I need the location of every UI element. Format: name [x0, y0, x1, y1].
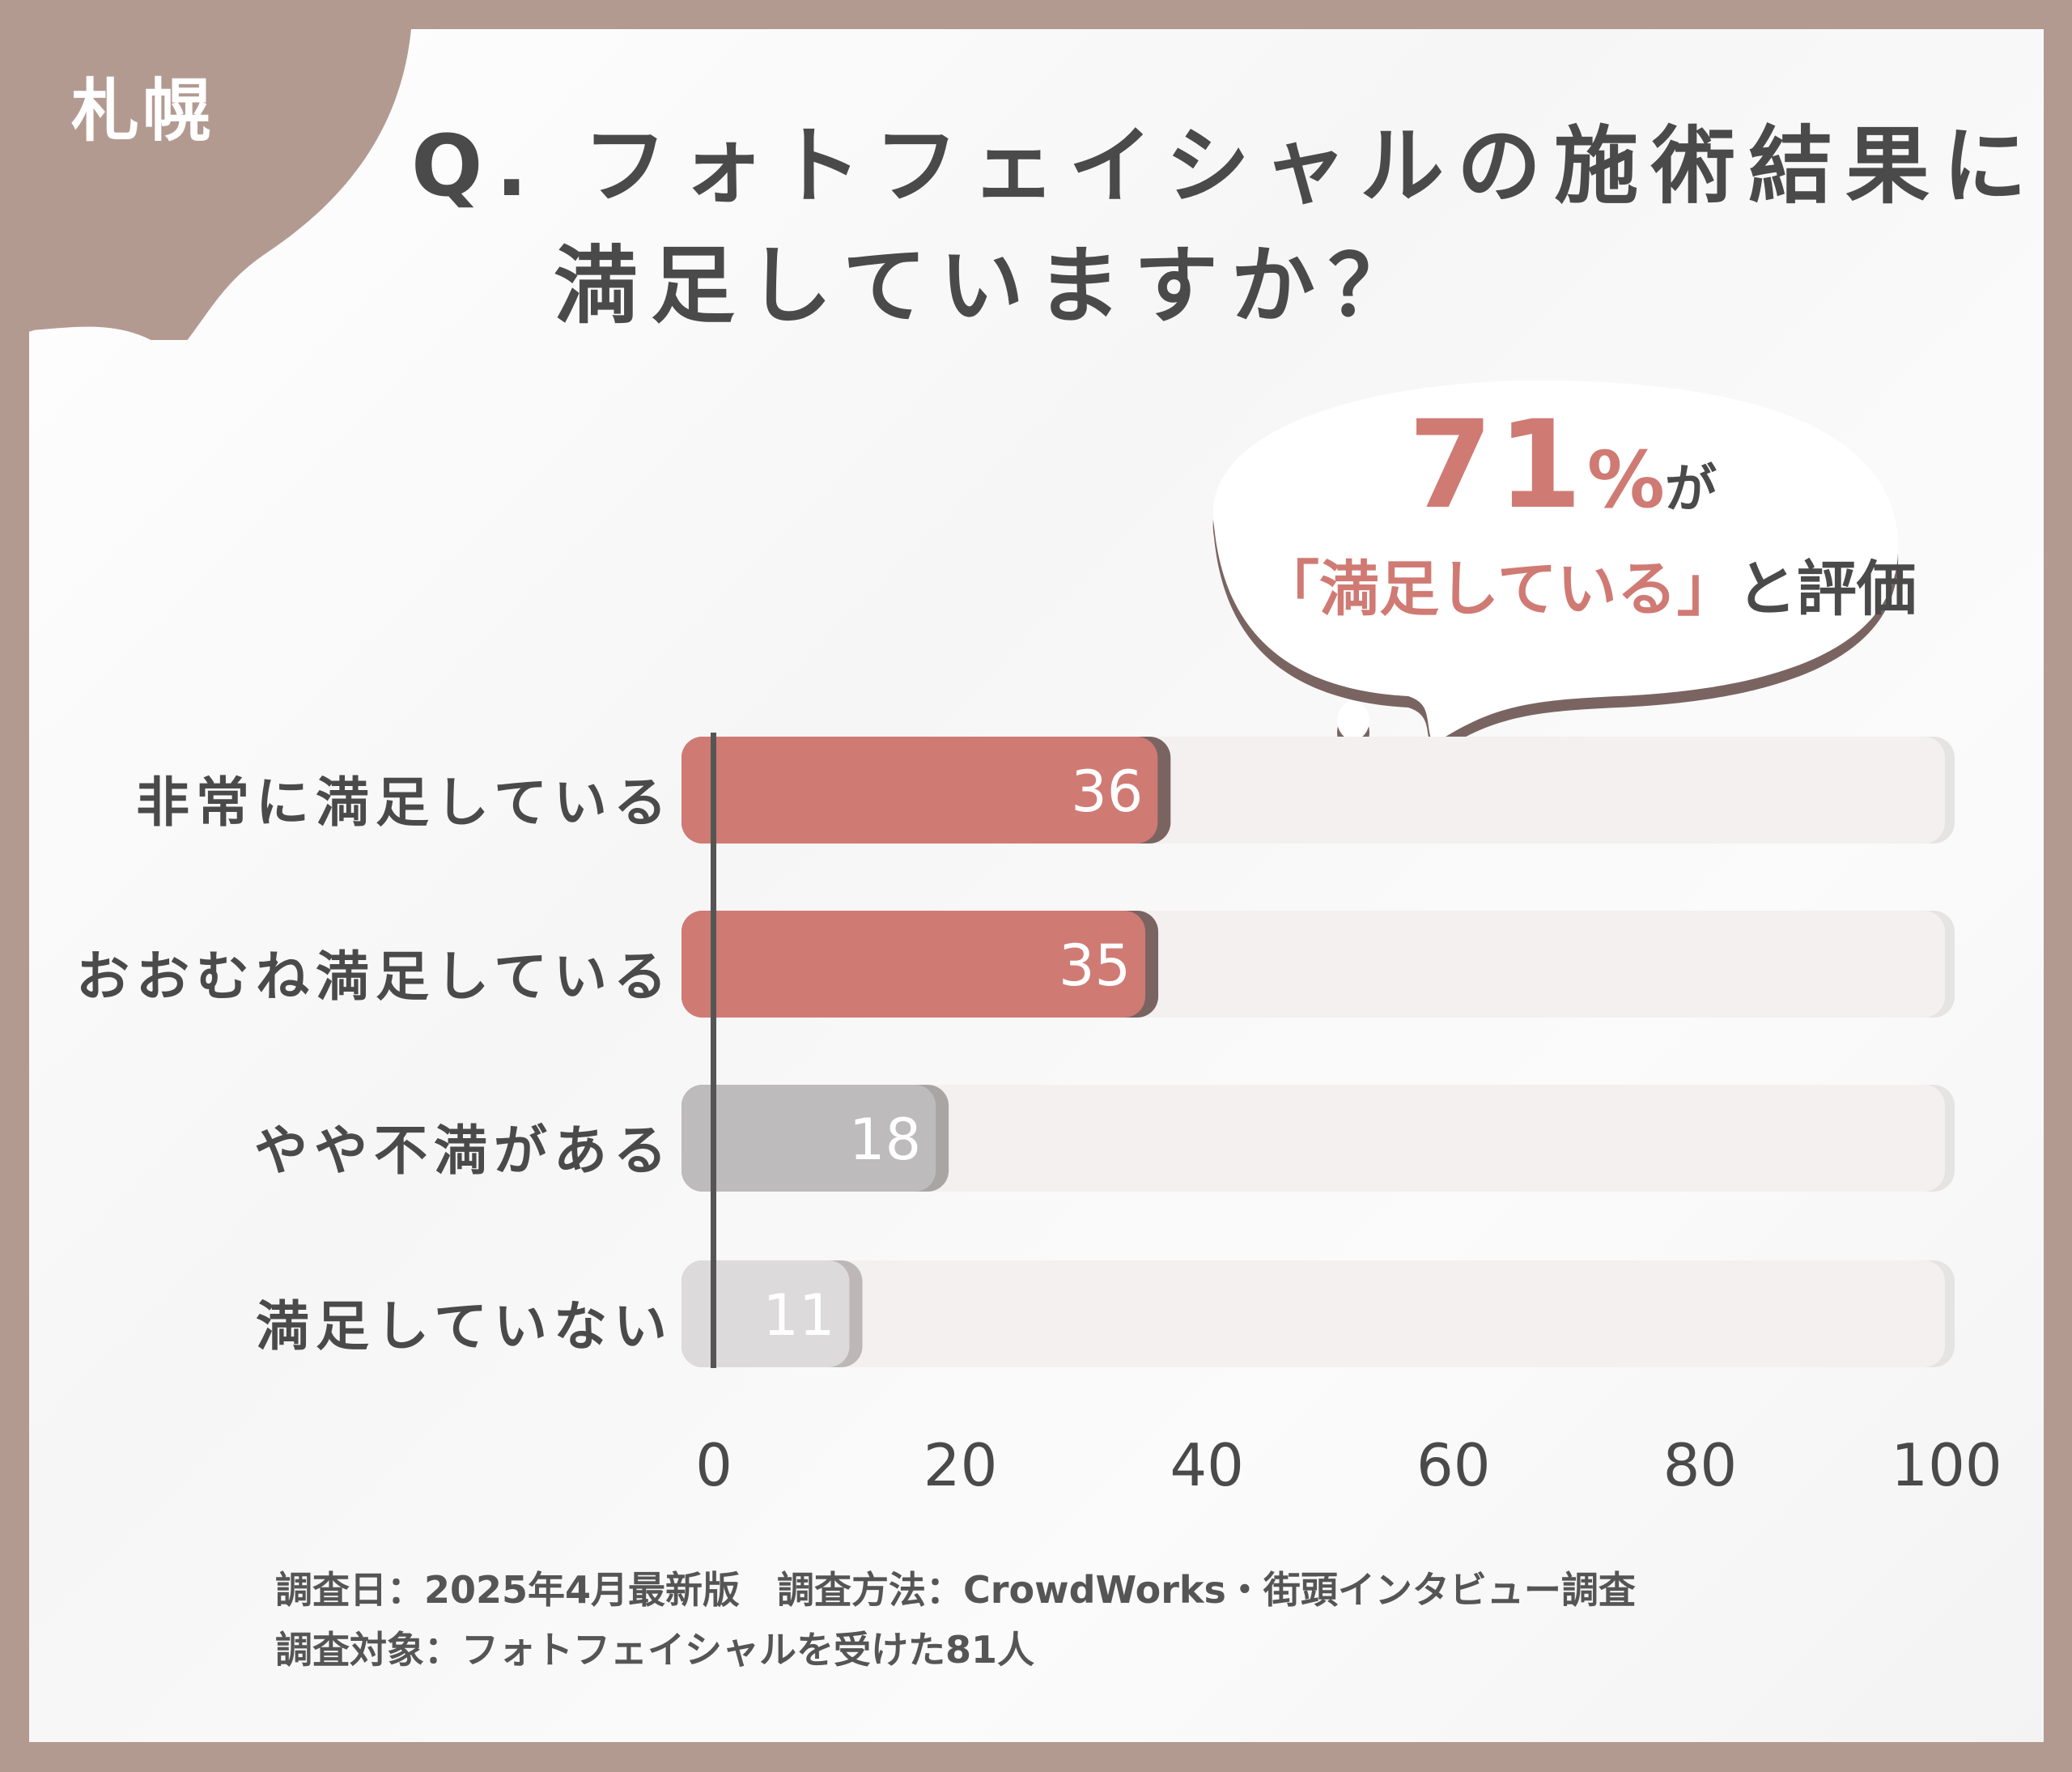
bar-value-label: 36 [1071, 759, 1143, 825]
x-tick-label: 100 [1891, 1431, 2002, 1499]
x-tick-label: 40 [1170, 1431, 1244, 1499]
callout-percent-unit: % [1586, 435, 1665, 525]
x-tick-label: 0 [695, 1431, 732, 1499]
x-tick-label: 20 [923, 1431, 998, 1499]
footer-line2: 調査対象：フォトフェイシャルを受けた81人 [275, 1628, 1035, 1672]
question-title-line2: 満足していますか？ [554, 236, 1425, 335]
city-badge: 札幌 [71, 71, 214, 151]
category-label: 満足していない [255, 1295, 673, 1358]
bar-value-label: 11 [762, 1282, 834, 1349]
callout-percent: 71 [1408, 395, 1587, 536]
bar [681, 1260, 850, 1367]
category-label: おおむね満足している [75, 945, 673, 1008]
x-tick-label: 80 [1663, 1431, 1738, 1499]
bar-value-label: 35 [1059, 933, 1131, 999]
x-tick-label: 60 [1416, 1431, 1491, 1499]
callout-quote: 「満足している」 [1259, 555, 1737, 624]
footer-line1: 調査日：2025年4月最新版 調査方法：CrowdWorks・街頭インタビュー調… [275, 1568, 1636, 1612]
bar-chart: 36 35 18 11 0 20 40 60 80 100 [681, 733, 2002, 1499]
corner-badge-shape [0, 0, 413, 340]
category-label: 非常に満足している [135, 771, 673, 834]
bar-value-label: 18 [849, 1107, 921, 1173]
callout-suffix: と評価 [1736, 555, 1917, 624]
callout-headline: 71%が [1408, 395, 1717, 536]
bar [681, 911, 1146, 1018]
bar [681, 737, 1158, 844]
bar-track [681, 1085, 1945, 1192]
bar [681, 1085, 936, 1192]
question-title-line1: Q. フォトフェイシャルの施術結果に [411, 117, 2040, 215]
callout-subline: 「満足している」と評価 [1259, 541, 1917, 627]
card-background [29, 29, 2044, 1742]
category-label: やや不満がある [254, 1120, 673, 1182]
bar-track [681, 1260, 1945, 1367]
y-axis-line [711, 733, 716, 1368]
callout-particle: が [1664, 460, 1717, 520]
